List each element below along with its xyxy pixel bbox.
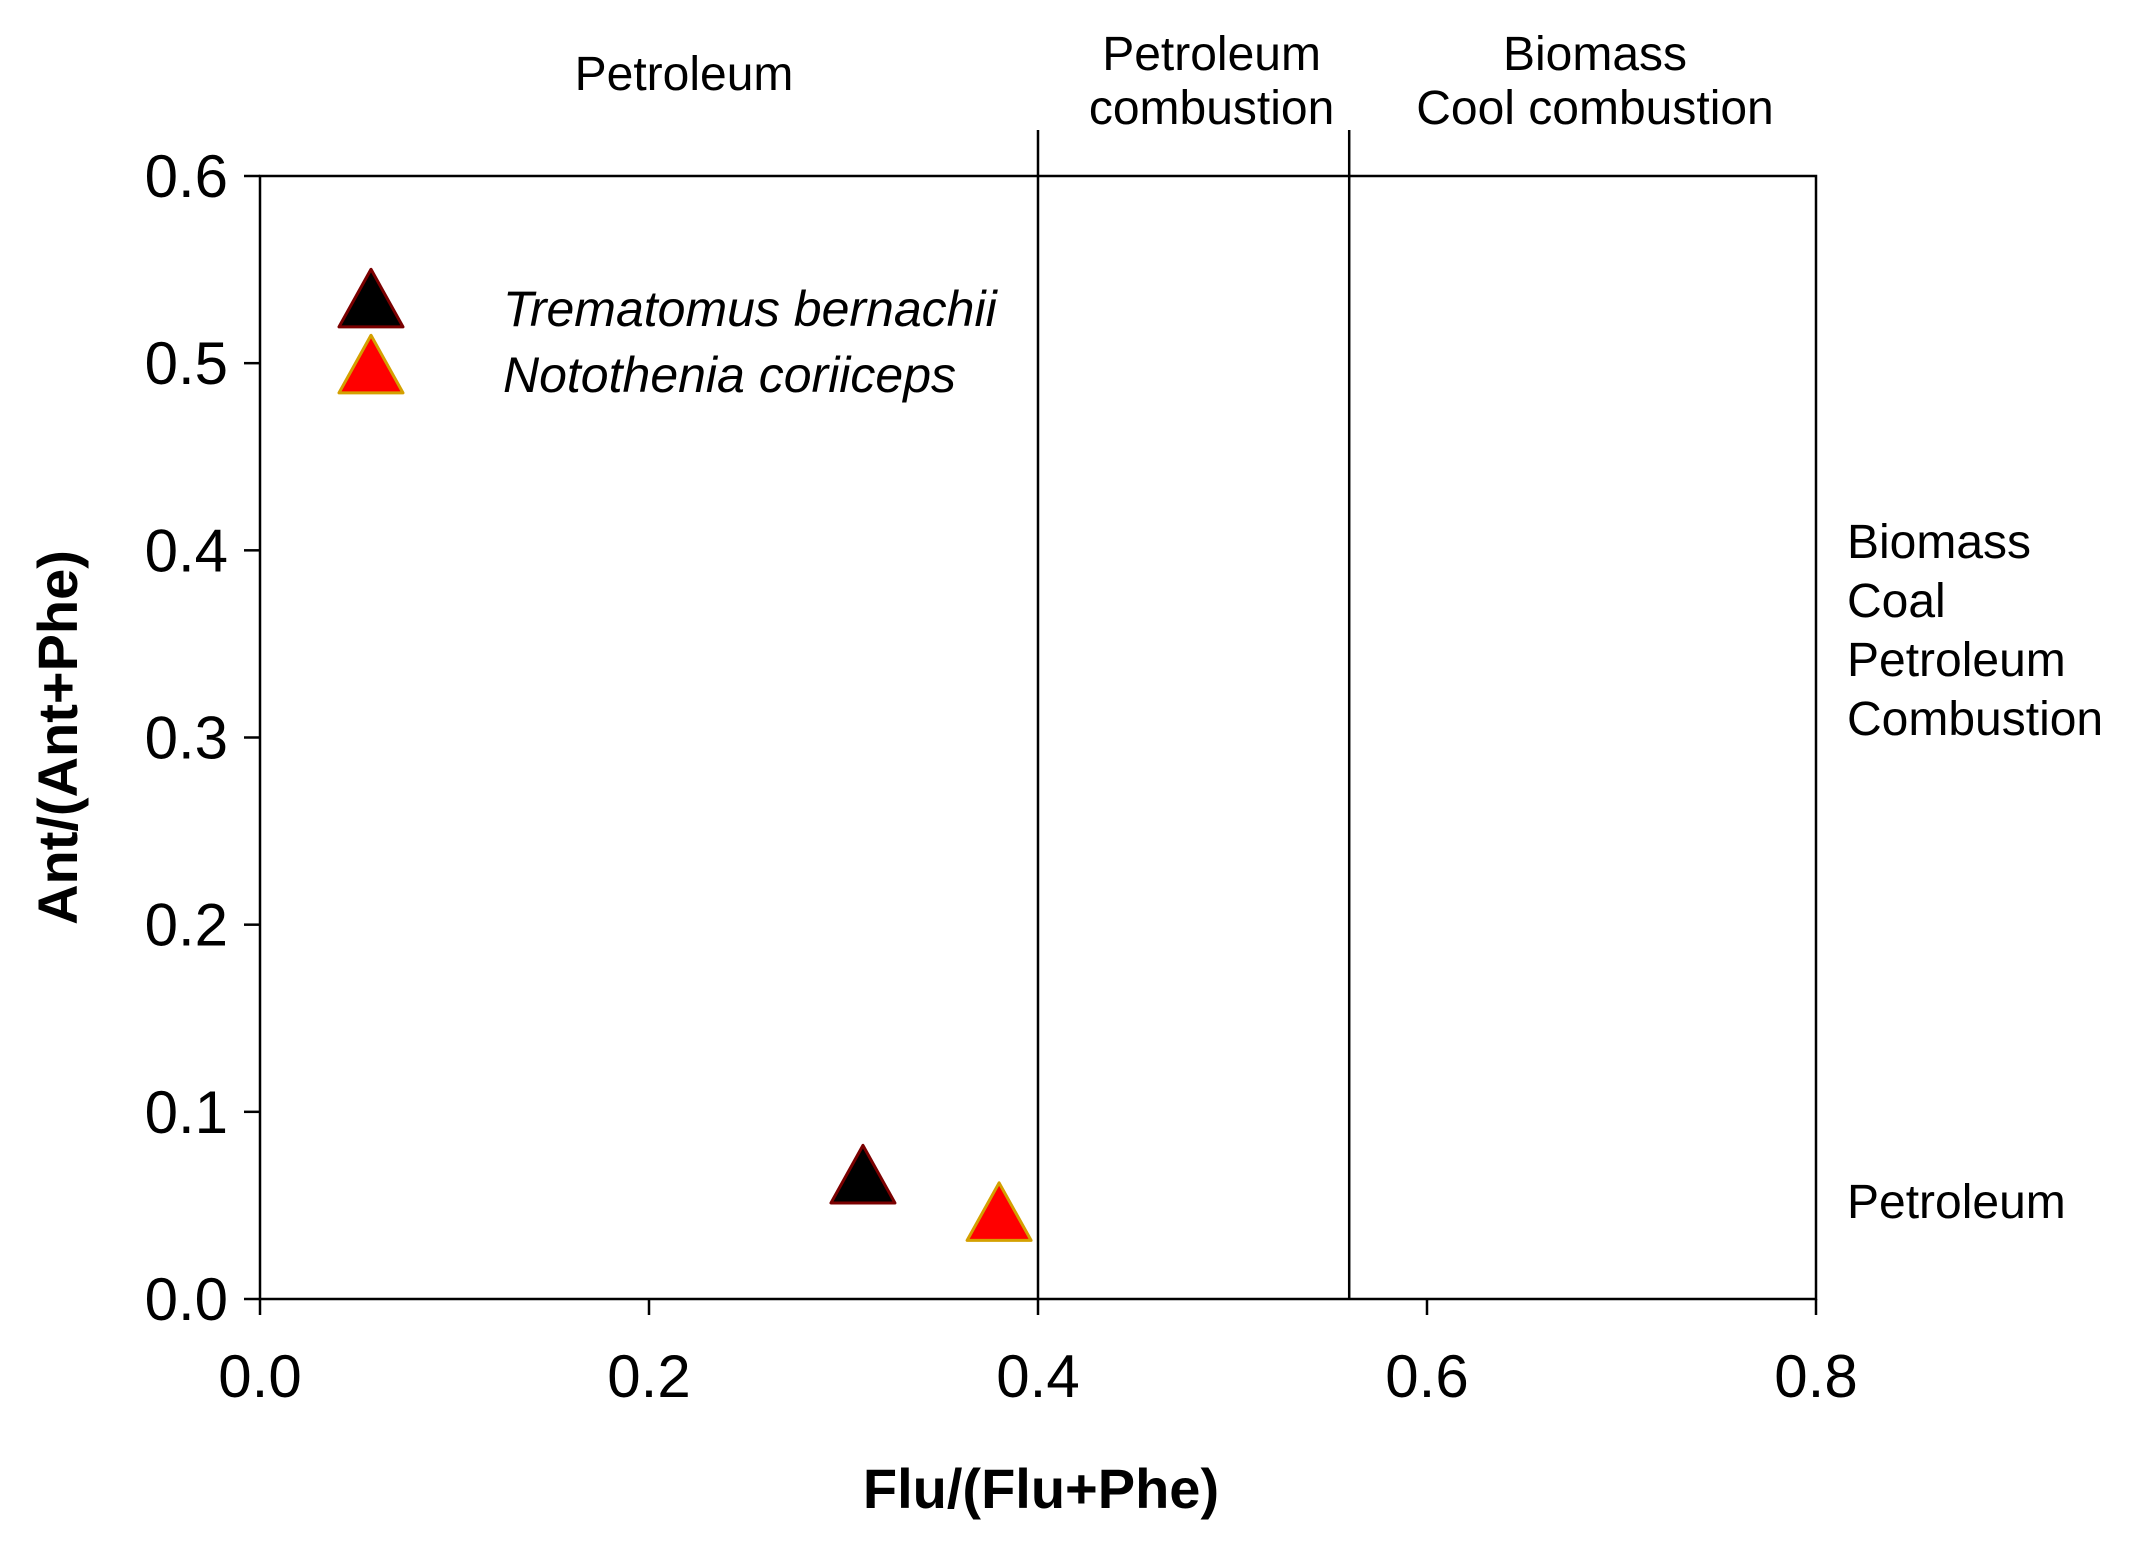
x-tick-label: 0.6 xyxy=(1385,1343,1468,1410)
region-label-right: Petroleum xyxy=(1847,1176,2066,1229)
region-label-right: Petroleum xyxy=(1847,634,2066,687)
region-label-top: Cool combustion xyxy=(1416,82,1774,135)
x-axis-ticks: 0.0 0.2 0.4 0.6 0.8 xyxy=(218,1299,1858,1410)
region-label-top: combustion xyxy=(1089,82,1334,135)
y-axis-ticks: 0.0 0.1 0.2 0.3 0.4 0.5 0.6 xyxy=(145,143,260,1333)
legend-marker-0 xyxy=(337,267,405,329)
x-tick-label: 0.0 xyxy=(218,1343,301,1410)
region-label-right: Combustion xyxy=(1847,693,2103,746)
y-tick-label: 0.0 xyxy=(145,1266,228,1333)
region-label-right: Biomass xyxy=(1847,516,2031,569)
data-point-notothenia xyxy=(965,1181,1033,1242)
x-tick-label: 0.8 xyxy=(1774,1343,1857,1410)
y-tick-label: 0.6 xyxy=(145,143,228,210)
legend-marker-1 xyxy=(337,333,405,395)
legend: Trematomus bernachii Notothenia coriiceps xyxy=(337,267,999,403)
legend-label-1: Notothenia coriiceps xyxy=(503,347,956,403)
y-tick-label: 0.1 xyxy=(145,1079,228,1146)
y-axis-title: Ant/(Ant+Phe) xyxy=(26,550,89,925)
legend-label-0: Trematomus bernachii xyxy=(503,281,999,337)
threshold-lines xyxy=(1036,130,1351,1299)
data-markers xyxy=(829,1143,1033,1242)
x-tick-label: 0.2 xyxy=(607,1343,690,1410)
x-axis-title: Flu/(Flu+Phe) xyxy=(863,1457,1219,1520)
y-tick-label: 0.2 xyxy=(145,892,228,959)
data-point-trematomus xyxy=(829,1143,897,1205)
right-region-labels: Biomass Coal Petroleum Combustion Petroleum xyxy=(1847,516,2103,1229)
region-label-top: Biomass xyxy=(1503,28,1687,81)
top-region-labels: Petroleum PetroleumcombustionBiomassCool … xyxy=(575,28,1774,135)
x-tick-label: 0.4 xyxy=(996,1343,1079,1410)
y-tick-label: 0.4 xyxy=(145,517,228,584)
region-label-top: Petroleum xyxy=(575,48,794,101)
y-tick-label: 0.3 xyxy=(145,705,228,772)
region-label-right: Coal xyxy=(1847,575,1946,628)
region-label-top: Petroleum xyxy=(1102,28,1321,81)
y-tick-label: 0.5 xyxy=(145,330,228,397)
